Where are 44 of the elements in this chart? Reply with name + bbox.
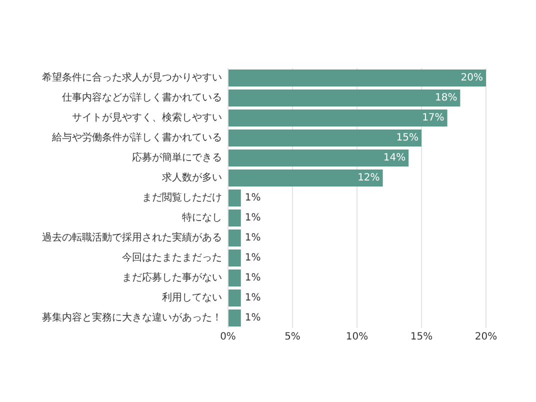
y-tick-label: まだ閲覧しただけ xyxy=(142,192,222,204)
data-label: 1% xyxy=(244,252,261,264)
y-tick-label: 特になし xyxy=(182,212,222,224)
bar xyxy=(228,150,409,166)
y-tick-label: 応募が簡単にできる xyxy=(132,152,222,164)
data-label: 1% xyxy=(244,312,261,324)
bar xyxy=(228,130,422,146)
y-tick-label: 希望条件に合った求人が見つかりやすい xyxy=(42,72,222,84)
data-label: 20% xyxy=(460,72,483,84)
y-tick-label: 給与や労働条件が詳しく書かれている xyxy=(51,132,222,144)
bar xyxy=(228,90,460,106)
bar xyxy=(228,170,383,186)
y-tick-label: まだ応募した事がない xyxy=(122,272,222,284)
data-label: 1% xyxy=(244,192,261,204)
bar xyxy=(228,290,241,306)
x-tick-label: 0% xyxy=(220,332,236,343)
bar xyxy=(228,250,241,266)
bar xyxy=(228,190,241,206)
bar xyxy=(228,230,241,246)
bar xyxy=(228,210,241,226)
data-label: 14% xyxy=(383,152,406,164)
y-tick-label: サイトが見やすく、検索しやすい xyxy=(72,112,222,124)
y-tick-label: 利用してない xyxy=(162,292,222,304)
x-tick-label: 5% xyxy=(284,332,300,343)
data-label: 12% xyxy=(358,172,380,184)
x-tick-label: 15% xyxy=(410,332,433,343)
y-tick-label: 過去の転職活動で採用された実績がある xyxy=(42,232,222,244)
data-label: 1% xyxy=(244,212,261,224)
bar xyxy=(228,70,486,86)
x-tick-label: 20% xyxy=(474,332,498,343)
data-label: 1% xyxy=(244,292,261,304)
data-label: 18% xyxy=(434,92,458,104)
bar xyxy=(228,270,241,286)
bar xyxy=(228,310,241,326)
data-label: 17% xyxy=(422,112,444,124)
data-label: 1% xyxy=(244,272,261,284)
bar xyxy=(228,110,448,126)
y-tick-label: 今回はたまたまだった xyxy=(122,252,222,264)
data-label: 1% xyxy=(244,232,261,244)
y-tick-label: 募集内容と実務に大きな違いがあった！ xyxy=(42,312,222,324)
y-tick-label: 求人数が多い xyxy=(162,172,222,184)
x-tick-label: 10% xyxy=(346,332,368,343)
y-tick-label: 仕事内容などが詳しく書かれている xyxy=(62,92,222,104)
data-label: 15% xyxy=(396,132,418,144)
